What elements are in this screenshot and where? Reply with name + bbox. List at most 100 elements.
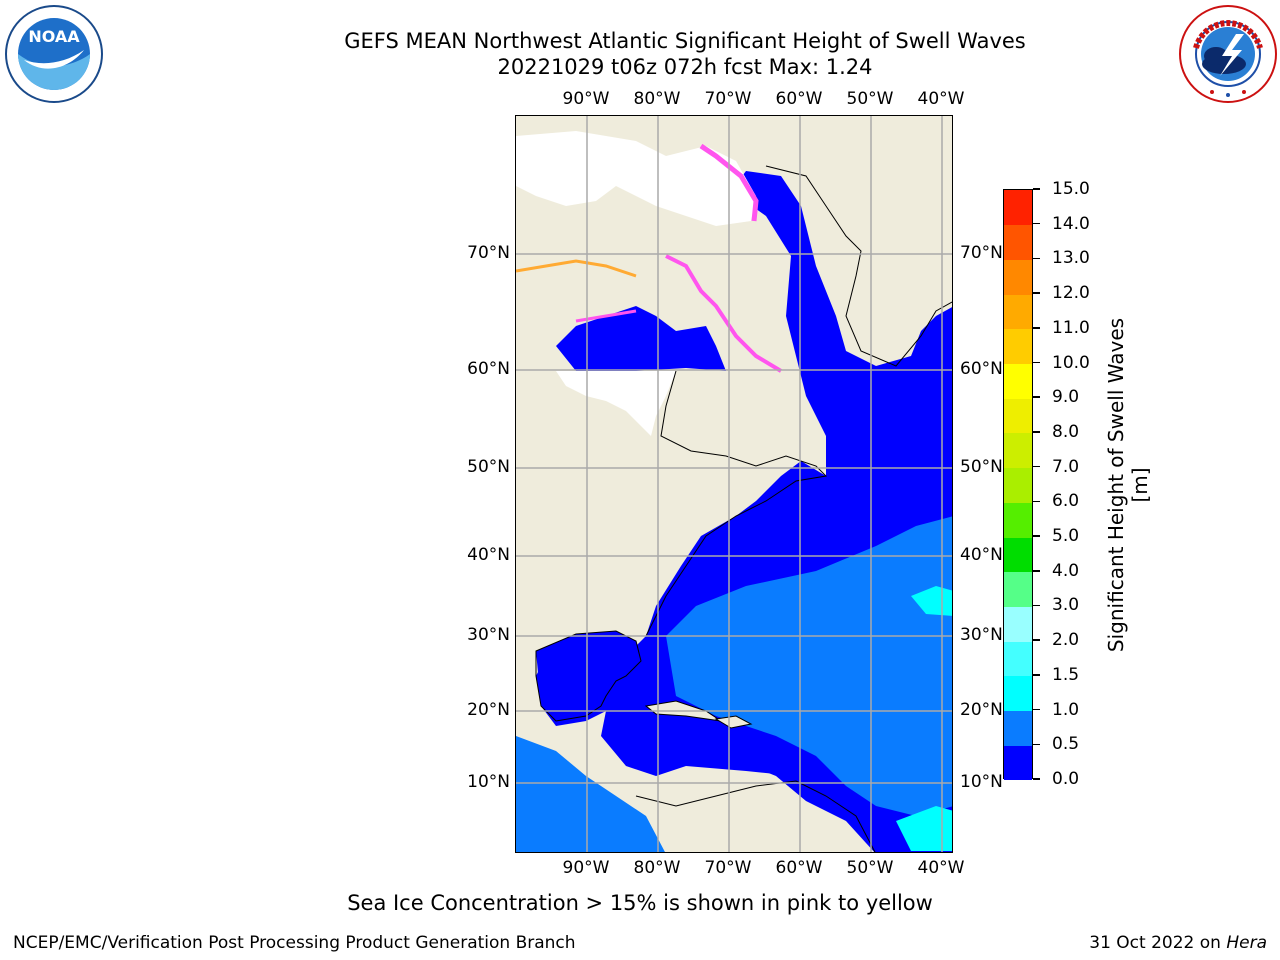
lat-label-right: 40°N	[960, 545, 1003, 565]
footer-date-text: 31 Oct 2022 on	[1089, 933, 1227, 953]
colorbar-tick-label: 6.0	[1052, 491, 1080, 512]
lon-label-bottom: 90°W	[562, 858, 610, 878]
lon-label-bottom: 80°W	[633, 858, 681, 878]
colorbar-tick-label: 12.0	[1052, 283, 1090, 304]
colorbar-segment	[1004, 224, 1032, 260]
lon-label-top: 40°W	[917, 89, 965, 109]
lat-label-right: 60°N	[960, 359, 1003, 379]
colorbar-tick-label: 15.0	[1052, 179, 1090, 199]
lon-label-top: 80°W	[633, 89, 681, 109]
colorbar-tick-label: 7.0	[1052, 456, 1080, 477]
colorbar	[1003, 189, 1033, 781]
swell-patch-cyan-2	[896, 806, 952, 851]
colorbar-segment	[1004, 294, 1032, 330]
map-subtitle: 20221029 t06z 072h fcst Max: 1.24	[497, 55, 873, 79]
colorbar-tick-label: 0.5	[1052, 734, 1080, 755]
colorbar-tick	[1033, 222, 1040, 225]
colorbar-segment	[1004, 467, 1032, 503]
lon-label-top: 50°W	[846, 89, 894, 109]
map-panel	[515, 115, 953, 853]
lat-label-left: 60°N	[467, 359, 510, 379]
colorbar-segment	[1004, 571, 1032, 607]
noaa-text: NOAA	[28, 27, 80, 46]
colorbar-tick-label: 1.5	[1052, 664, 1080, 685]
sea-ice-white-hudson	[556, 371, 676, 436]
lon-label-bottom: 60°W	[775, 858, 823, 878]
lat-label-left: 30°N	[467, 625, 510, 645]
swell-band-mid	[666, 516, 952, 816]
colorbar-tick	[1033, 188, 1040, 190]
colorbar-tick-label: 11.0	[1052, 317, 1090, 338]
colorbar-tick-label: 4.0	[1052, 560, 1080, 581]
map-title: GEFS MEAN Northwest Atlantic Significant…	[344, 29, 1026, 53]
lon-label-top: 90°W	[562, 89, 610, 109]
colorbar-tick	[1033, 570, 1040, 572]
coastline-greenland	[765, 165, 952, 367]
sea-ice-note: Sea Ice Concentration > 15% is shown in …	[347, 891, 933, 915]
sea-ice-edge-orange	[516, 259, 637, 278]
colorbar-tick-label: 1.0	[1052, 699, 1080, 720]
lat-label-left: 10°N	[467, 772, 510, 792]
colorbar-tick-label: 13.0	[1052, 248, 1090, 269]
lat-label-left: 70°N	[467, 243, 510, 263]
colorbar-tick	[1033, 743, 1040, 746]
ocean-pacific	[516, 736, 665, 852]
lon-label-top: 60°W	[775, 89, 823, 109]
coastline-na-east	[645, 370, 828, 637]
colorbar-tick	[1033, 292, 1040, 294]
lat-label-left: 40°N	[467, 545, 510, 565]
colorbar-segment	[1004, 259, 1032, 295]
colorbar-tick-label: 9.0	[1052, 387, 1080, 408]
colorbar-segment	[1004, 363, 1032, 399]
colorbar-tick	[1033, 431, 1040, 433]
ocean-hudson-bay	[556, 306, 726, 371]
colorbar-segment	[1004, 641, 1032, 677]
sea-ice-edge-pink	[699, 143, 759, 222]
lon-label-top: 70°W	[704, 89, 752, 109]
lat-label-right: 10°N	[960, 772, 1003, 792]
colorbar-tick	[1033, 500, 1040, 503]
lon-label-bottom: 40°W	[917, 858, 965, 878]
colorbar-tick	[1033, 535, 1040, 537]
swell-height-map	[516, 116, 952, 852]
colorbar-segment	[1004, 398, 1032, 434]
lat-label-right: 50°N	[960, 457, 1003, 477]
graticule	[516, 116, 952, 852]
lat-label-right: 70°N	[960, 243, 1003, 263]
lon-label-bottom: 50°W	[846, 858, 894, 878]
colorbar-tick	[1033, 361, 1040, 364]
sea-ice-edge-pink-3	[575, 309, 637, 323]
colorbar-tick	[1033, 257, 1040, 260]
lat-label-left: 50°N	[467, 457, 510, 477]
colorbar-tick-label: 14.0	[1052, 213, 1090, 234]
colorbar-segment	[1004, 745, 1032, 781]
noaa-logo-icon: NOAA	[5, 5, 103, 103]
lat-label-left: 20°N	[467, 700, 510, 720]
ocean-gulf-of-mexico	[536, 631, 641, 721]
colorbar-segment	[1004, 328, 1032, 365]
colorbar-tick-label: 8.0	[1052, 421, 1080, 442]
coastline-gulf	[535, 630, 642, 722]
colorbar-segment	[1004, 190, 1032, 226]
colorbar-tick-label: 2.0	[1052, 630, 1080, 651]
colorbar-tick	[1033, 778, 1040, 780]
colorbar-tick	[1033, 674, 1040, 676]
footer-date: 31 Oct 2022 on Hera	[1089, 933, 1267, 953]
lat-label-right: 20°N	[960, 700, 1003, 720]
lon-label-bottom: 70°W	[704, 858, 752, 878]
footer-host: Hera	[1226, 933, 1267, 953]
colorbar-segment	[1004, 502, 1032, 538]
colorbar-segment	[1004, 606, 1032, 642]
colorbar-tick-label: 10.0	[1052, 352, 1090, 373]
colorbar-title: Significant Height of Swell Waves [m]	[1104, 317, 1152, 653]
colorbar-tick-label: 5.0	[1052, 526, 1080, 547]
nws-logo-icon	[1179, 5, 1277, 103]
colorbar-tick	[1033, 465, 1040, 468]
colorbar-segment	[1004, 675, 1032, 712]
colorbar-tick-label: 3.0	[1052, 595, 1080, 616]
colorbar-tick	[1033, 396, 1040, 398]
colorbar-tick-label: 0.0	[1052, 769, 1080, 789]
sea-ice-white-arctic	[516, 131, 756, 226]
colorbar-tick	[1033, 327, 1040, 329]
footer-credit: NCEP/EMC/Verification Post Processing Pr…	[13, 933, 576, 953]
